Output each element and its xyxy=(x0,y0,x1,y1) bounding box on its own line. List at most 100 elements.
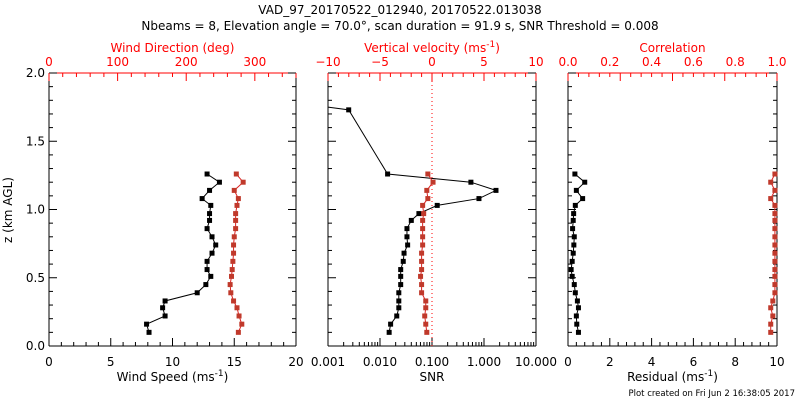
y-tick-label: 1.0 xyxy=(26,203,45,217)
data-point-wind-direction xyxy=(228,290,234,296)
data-point-snr xyxy=(404,234,410,240)
data-point-residual xyxy=(573,313,579,319)
data-point-wind-speed xyxy=(216,179,222,185)
data-point-residual xyxy=(571,211,577,217)
data-point-wind-speed xyxy=(209,234,215,240)
data-point-vertical-velocity xyxy=(430,179,436,185)
data-point-vertical-velocity xyxy=(419,282,425,288)
data-point-snr xyxy=(405,242,411,248)
top-tick-label: 0 xyxy=(45,55,53,69)
data-point-wind-direction xyxy=(234,202,240,208)
data-point-residual xyxy=(569,273,575,279)
data-point-vertical-velocity xyxy=(421,211,427,217)
data-point-wind-speed xyxy=(209,250,215,256)
data-point-vertical-velocity xyxy=(424,187,430,193)
data-point-snr xyxy=(388,321,394,327)
data-point-vertical-velocity xyxy=(419,290,425,296)
top-tick-label: 0.4 xyxy=(642,55,661,69)
data-point-wind-speed xyxy=(207,187,213,193)
data-point-wind-speed xyxy=(194,290,200,296)
data-point-correlation xyxy=(772,171,778,177)
data-point-snr xyxy=(346,107,352,113)
data-point-snr xyxy=(396,305,402,311)
data-point-wind-speed xyxy=(204,258,210,264)
data-point-correlation xyxy=(772,242,778,248)
data-point-snr xyxy=(400,258,406,264)
bottom-axis-label: SNR xyxy=(420,370,445,384)
data-point-residual xyxy=(575,305,581,311)
data-point-residual xyxy=(571,234,577,240)
data-point-vertical-velocity xyxy=(419,267,425,273)
x-tick-label: 4 xyxy=(648,355,656,369)
data-point-vertical-velocity xyxy=(420,242,426,248)
data-point-wind-speed xyxy=(203,282,209,288)
top-tick-label: 5 xyxy=(480,55,488,69)
bottom-axis-label: Wind Speed (ms-1) xyxy=(117,369,229,384)
data-point-wind-speed xyxy=(204,267,210,273)
data-point-correlation xyxy=(772,250,778,256)
figure-title-line2: Nbeams = 8, Elevation angle = 70.0°, sca… xyxy=(141,19,658,33)
data-point-wind-direction xyxy=(230,258,236,264)
data-point-correlation xyxy=(768,305,774,311)
data-point-vertical-velocity xyxy=(422,313,428,319)
data-point-vertical-velocity xyxy=(423,305,429,311)
data-point-wind-speed xyxy=(162,298,168,304)
data-point-residual xyxy=(572,202,578,208)
x-tick-label: 0 xyxy=(45,355,53,369)
data-point-vertical-velocity xyxy=(419,258,425,264)
data-point-residual xyxy=(571,282,577,288)
data-point-snr xyxy=(396,290,402,296)
x-tick-label: 10.000 xyxy=(515,355,557,369)
data-point-wind-direction xyxy=(235,329,241,335)
data-point-residual xyxy=(570,250,576,256)
data-point-correlation xyxy=(768,329,774,335)
data-point-wind-speed xyxy=(146,329,152,335)
data-point-wind-speed xyxy=(204,226,210,232)
data-point-residual xyxy=(570,226,576,232)
data-point-correlation xyxy=(772,267,778,273)
data-point-correlation xyxy=(772,273,778,279)
data-point-snr xyxy=(434,202,440,208)
data-point-snr xyxy=(398,282,404,288)
y-axis-label: z (km AGL) xyxy=(1,177,15,243)
x-tick-label: 8 xyxy=(731,355,739,369)
x-tick-label: 20 xyxy=(288,355,303,369)
top-axis-label: Correlation xyxy=(639,41,705,55)
data-point-correlation xyxy=(772,202,778,208)
data-point-residual xyxy=(571,242,577,248)
top-tick-label: 300 xyxy=(243,55,266,69)
data-point-wind-speed xyxy=(160,305,166,311)
data-point-vertical-velocity xyxy=(423,321,429,327)
x-tick-label: 10 xyxy=(769,355,784,369)
data-point-correlation xyxy=(768,196,774,202)
data-point-wind-direction xyxy=(233,226,239,232)
x-tick-label: 0.001 xyxy=(311,355,345,369)
data-point-wind-direction xyxy=(235,196,241,202)
data-point-wind-speed xyxy=(207,211,213,217)
data-point-wind-speed xyxy=(144,321,150,327)
data-point-residual xyxy=(574,298,580,304)
data-point-wind-speed xyxy=(208,202,214,208)
data-point-correlation xyxy=(772,211,778,217)
data-point-vertical-velocity xyxy=(423,298,429,304)
x-tick-label: 15 xyxy=(227,355,242,369)
top-tick-label: 10 xyxy=(528,55,543,69)
data-point-snr xyxy=(398,273,404,279)
data-point-correlation xyxy=(772,187,778,193)
x-tick-label: 0 xyxy=(564,355,572,369)
data-point-residual xyxy=(574,321,580,327)
data-point-residual xyxy=(572,171,578,177)
data-point-snr xyxy=(493,187,499,193)
data-point-snr xyxy=(401,250,407,256)
y-tick-label: 2.0 xyxy=(26,66,45,80)
data-point-snr xyxy=(468,179,474,185)
x-tick-label: 6 xyxy=(690,355,698,369)
data-point-wind-direction xyxy=(239,321,245,327)
data-point-wind-direction xyxy=(227,282,233,288)
top-tick-label: 1.0 xyxy=(767,55,786,69)
data-point-residual xyxy=(575,329,581,335)
y-tick-label: 1.5 xyxy=(26,134,45,148)
top-tick-label: 0.0 xyxy=(558,55,577,69)
data-point-vertical-velocity xyxy=(420,234,426,240)
